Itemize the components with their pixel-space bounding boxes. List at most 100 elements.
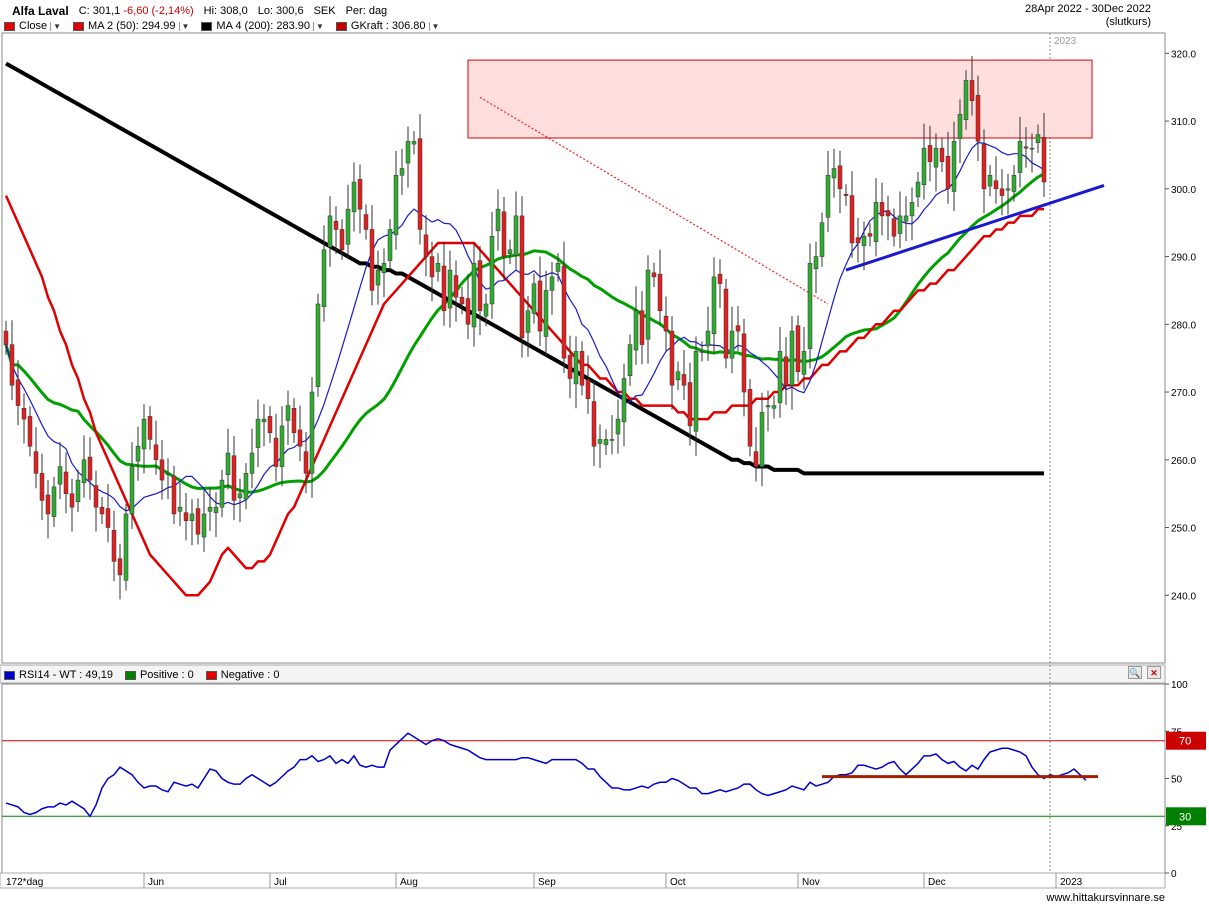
legend-rsi[interactable]: RSI14 - WT : 49,19: [0, 669, 113, 681]
candle-body: [801, 351, 807, 375]
candle-body: [939, 147, 945, 162]
price-tick-label: 310.0: [1171, 117, 1196, 128]
candle-body: [675, 371, 681, 381]
candle-body: [957, 114, 963, 139]
candle-body: [849, 195, 855, 244]
candle-body: [249, 452, 255, 474]
price-tick-label: 250.0: [1171, 524, 1196, 535]
dotted-trendline: [479, 96, 829, 305]
close-icon[interactable]: ✕: [1147, 666, 1161, 679]
zoom-icon[interactable]: 🔍: [1128, 666, 1142, 679]
candle-body: [75, 479, 81, 503]
candle-body: [429, 256, 435, 278]
candle-body: [795, 325, 801, 372]
candle-body: [123, 513, 129, 581]
candle-body: [423, 234, 429, 257]
candle-body: [495, 208, 501, 232]
candle-body: [291, 408, 297, 433]
candle-body: [189, 513, 195, 521]
candle-body: [195, 508, 201, 535]
candle-body: [321, 249, 327, 307]
candle-body: [567, 355, 573, 379]
candle-body: [525, 310, 531, 333]
change-value: -6,60 (-2,14%): [123, 5, 194, 17]
candle-body: [99, 506, 105, 515]
candle-body: [777, 351, 783, 404]
price-tick-label: 300.0: [1171, 185, 1196, 196]
x-tick-label: Dec: [928, 877, 946, 888]
candle-body: [711, 276, 717, 335]
close-swatch: [4, 21, 15, 31]
candle-body: [69, 493, 75, 508]
candle-body: [945, 156, 951, 190]
candle-body: [645, 269, 651, 340]
legend-negative[interactable]: Negative : 0: [202, 669, 279, 681]
candle-body: [921, 147, 927, 185]
rsi-tick-label: 25: [1171, 822, 1183, 833]
candle-body: [105, 508, 111, 528]
rsi-tick-label: 100: [1171, 680, 1188, 691]
price-tick-label: 320.0: [1171, 49, 1196, 60]
x-tick-label: Aug: [400, 877, 418, 888]
candle-body: [657, 273, 663, 311]
candle-body: [705, 330, 711, 347]
instrument-title: Alfa Laval: [12, 4, 69, 18]
candle-body: [51, 486, 57, 517]
candle-body: [531, 283, 537, 314]
candle-body: [267, 416, 273, 433]
candle-body: [435, 263, 441, 272]
candle-body: [357, 179, 363, 210]
legend-positive[interactable]: Positive : 0: [121, 669, 194, 681]
price-tick-label: 290.0: [1171, 253, 1196, 264]
candle-body: [591, 401, 597, 447]
candle-body: [723, 288, 729, 359]
candle-body: [579, 351, 585, 386]
candle-body: [813, 256, 819, 269]
candle-body: [669, 330, 675, 386]
candle-body: [609, 439, 615, 441]
candle-body: [861, 235, 867, 246]
candle-body: [519, 215, 525, 339]
candle-body: [1029, 147, 1035, 150]
legend-close[interactable]: Close ▼: [0, 20, 61, 32]
candle-body: [405, 141, 411, 164]
period-label: 172*dag: [6, 877, 43, 888]
legend-gkraft[interactable]: GKraft : 306.80 ▼: [332, 20, 439, 32]
candle-body: [789, 330, 795, 386]
chevron-down-icon[interactable]: ▼: [50, 21, 61, 31]
candle-body: [993, 180, 999, 190]
candle-body: [93, 485, 99, 508]
candle-body: [231, 455, 237, 501]
legend-ma50[interactable]: MA 2 (50): 294.99 ▼: [69, 20, 189, 32]
rsi-line: [5, 732, 1087, 818]
candle-body: [927, 145, 933, 162]
x-tick-label: Sep: [538, 877, 556, 888]
period: Per: dag: [345, 5, 388, 17]
header-row: Alfa Laval C: 301,1 -6,60 (-2,14%) Hi: 3…: [0, 3, 397, 19]
candle-body: [147, 416, 153, 440]
candle-body: [627, 344, 633, 377]
candle-body: [399, 168, 405, 176]
chevron-down-icon[interactable]: ▼: [178, 21, 189, 31]
candle-body: [87, 456, 93, 481]
candle-body: [273, 437, 279, 467]
candle-body: [219, 479, 225, 508]
website-footer[interactable]: www.hittakursvinnare.se: [1046, 892, 1165, 904]
chevron-down-icon[interactable]: ▼: [428, 21, 439, 31]
candle-body: [345, 208, 351, 245]
candle-body: [765, 405, 771, 408]
candle-body: [687, 382, 693, 427]
candle-body: [477, 260, 483, 311]
chevron-down-icon[interactable]: ▼: [312, 21, 324, 31]
candle-body: [129, 466, 135, 515]
candle-body: [753, 451, 759, 467]
candle-body: [297, 429, 303, 447]
candle-body: [15, 379, 21, 406]
candle-body: [633, 310, 639, 351]
candle-body: [891, 218, 897, 237]
rsi-header-bar: [0, 664, 1166, 684]
candle-body: [879, 202, 885, 217]
legend-ma200[interactable]: MA 4 (200): 283.90 ▼: [197, 20, 324, 32]
candle-body: [843, 193, 849, 196]
